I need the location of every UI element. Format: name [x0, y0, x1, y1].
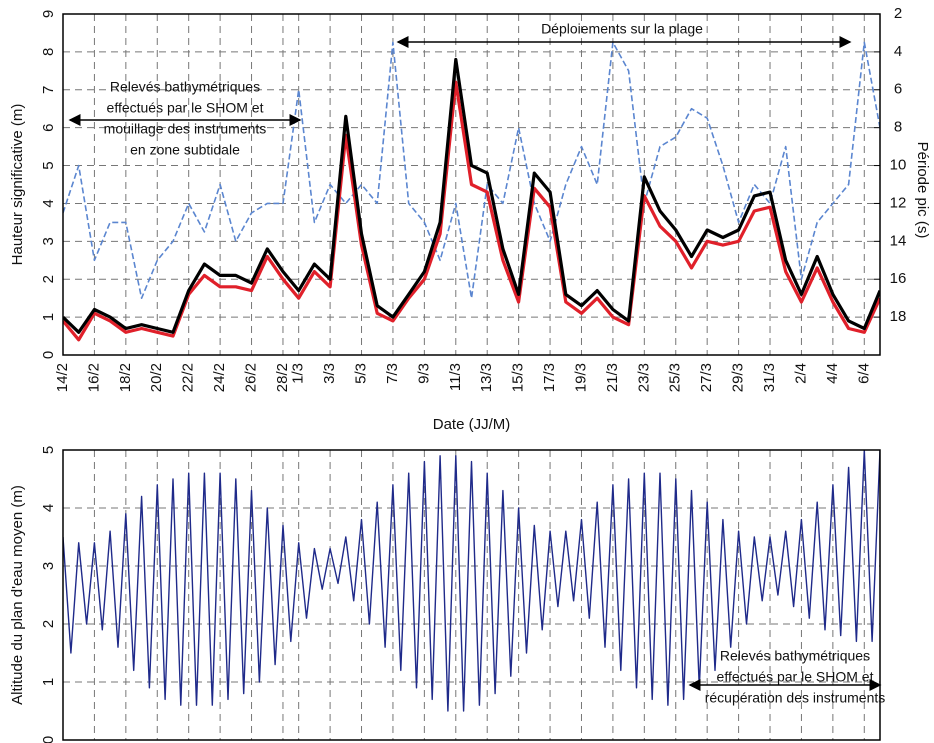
x-tick-label: 26/2: [243, 363, 260, 392]
x-tick-label: 22/2: [180, 363, 197, 392]
x-tick-label: 7/3: [384, 363, 401, 384]
y2-tick-label: 8: [894, 119, 902, 136]
y-tick-label: 0: [40, 351, 57, 359]
annotation: effectués par le SHOM et: [717, 669, 874, 685]
annotation: récupération des instruments: [705, 690, 886, 706]
y-tick-label: 7: [40, 86, 57, 94]
y-tick-label: 2: [40, 620, 57, 628]
x-tick-label: 14/2: [54, 363, 71, 392]
x-tick-label: 28/2: [274, 363, 291, 392]
x-tick-label: 1/3: [290, 363, 307, 384]
annotation: mouillage des instruments: [104, 121, 267, 137]
y-axis-label: Hauteur significative (m): [9, 104, 26, 266]
x-tick-label: 25/3: [667, 363, 684, 392]
annotation: Déploiements sur la plage: [541, 21, 703, 37]
y2-tick-label: 10: [890, 157, 907, 174]
y2-tick-label: 2: [894, 5, 902, 22]
x-tick-label: 15/3: [510, 363, 527, 392]
y-tick-label: 5: [40, 446, 57, 454]
x-tick-label: 17/3: [541, 363, 558, 392]
x-tick-label: 19/3: [572, 363, 589, 392]
series-line: [63, 450, 880, 712]
x-tick-label: 3/3: [321, 363, 338, 384]
x-tick-label: 2/4: [792, 363, 809, 384]
x-tick-label: 4/4: [824, 363, 841, 384]
x-tick-label: 6/4: [855, 363, 872, 384]
x-axis-label: Date (JJ/M): [433, 416, 511, 433]
x-tick-label: 29/3: [730, 363, 747, 392]
y-tick-label: 3: [40, 237, 57, 245]
x-tick-label: 5/3: [352, 363, 369, 384]
y-tick-label: 4: [40, 199, 57, 207]
annotation: effectués par le SHOM et: [107, 100, 264, 116]
x-tick-label: 13/3: [478, 363, 495, 392]
y-tick-label: 6: [40, 123, 57, 131]
y2-tick-label: 16: [890, 270, 907, 287]
y2-tick-label: 6: [894, 81, 902, 98]
y-tick-label: 9: [40, 10, 57, 18]
x-tick-label: 21/3: [604, 363, 621, 392]
y2-tick-label: 4: [894, 43, 902, 60]
x-tick-label: 11/3: [447, 363, 464, 391]
y-tick-label: 2: [40, 275, 57, 283]
x-tick-label: 18/2: [117, 363, 134, 392]
plot-frame: [62, 449, 881, 741]
y2-tick-label: 12: [890, 194, 907, 211]
x-tick-label: 9/3: [415, 363, 432, 384]
series-line: [63, 80, 880, 342]
y-tick-label: 1: [40, 678, 57, 686]
y-tick-label: 1: [40, 313, 57, 321]
x-tick-label: 16/2: [85, 363, 102, 392]
y2-tick-label: 14: [890, 232, 907, 249]
plot-frame: [62, 13, 881, 356]
y-tick-label: 0: [40, 736, 57, 743]
y-tick-label: 8: [40, 48, 57, 56]
x-tick-label: 24/2: [211, 363, 228, 392]
annotation: en zone subtidale: [130, 142, 240, 158]
annotation: Relevés bathymétriques: [720, 648, 870, 664]
y-tick-label: 4: [40, 504, 57, 512]
y2-tick-label: 18: [890, 308, 907, 325]
x-tick-label: 27/3: [698, 363, 715, 392]
y-tick-label: 5: [40, 161, 57, 169]
annotation: Relevés bathymétriques: [110, 79, 260, 95]
x-tick-label: 23/3: [635, 363, 652, 392]
x-tick-label: 20/2: [148, 363, 165, 392]
x-tick-label: 31/3: [761, 363, 778, 392]
y-tick-label: 3: [40, 562, 57, 570]
series-line: [63, 41, 880, 300]
y2-axis-label: Période pic (s): [914, 142, 931, 239]
y-axis-label: Altitude du plan d'eau moyen (m): [9, 485, 26, 705]
series-line: [63, 57, 880, 334]
